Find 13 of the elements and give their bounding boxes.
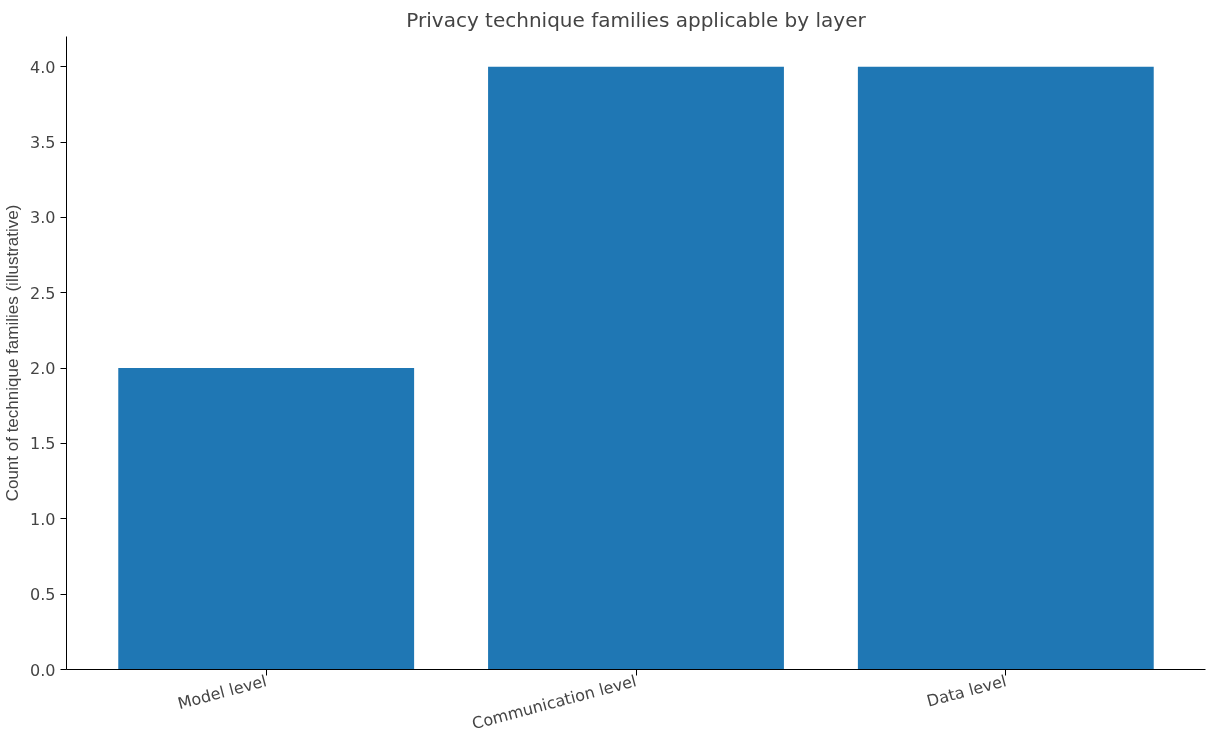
y-tick-label: 2.5 xyxy=(30,283,56,303)
y-tick-label: 2.0 xyxy=(30,359,56,379)
y-tick-label: 4.0 xyxy=(30,57,56,77)
y-tick-label: 0.0 xyxy=(30,660,56,680)
y-tick-label: 3.5 xyxy=(30,133,56,152)
y-tick-label: 3.0 xyxy=(30,208,56,228)
y-axis-title: Count of technique families (illustrative) xyxy=(3,204,23,502)
y-tick-label: 0.5 xyxy=(30,585,56,605)
y-tick-label: 1.5 xyxy=(30,434,56,454)
x-tick-label: Data level xyxy=(924,671,1009,711)
y-tick-label: 1.0 xyxy=(30,509,56,529)
x-tick-label: Model level xyxy=(175,671,269,714)
chart-title: Privacy technique families applicable by layer xyxy=(406,7,867,32)
